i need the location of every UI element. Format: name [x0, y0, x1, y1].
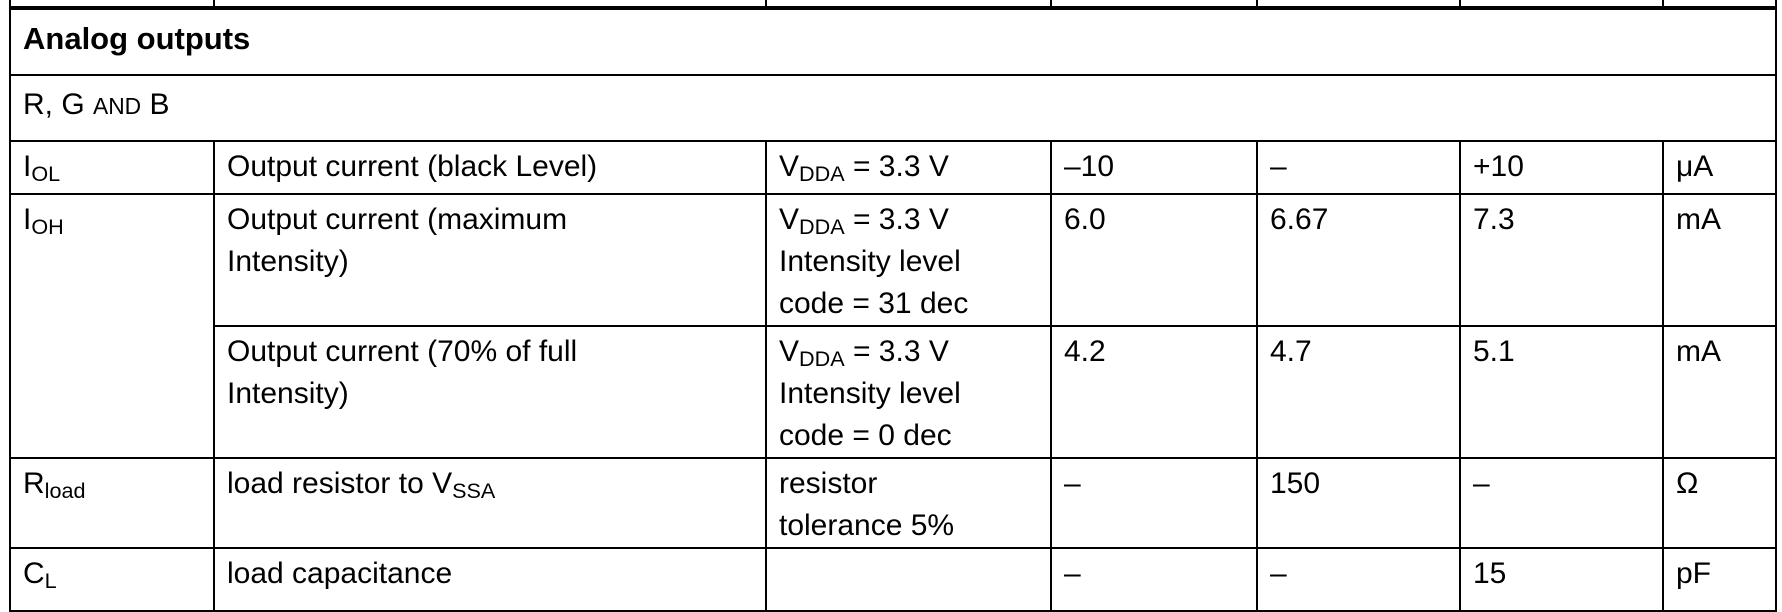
table-row-cl: CL load capacitance – – 15 pF: [9, 547, 1777, 612]
prev-cell-conditions: [765, 0, 1052, 10]
table-row-section-header: Analog outputs: [9, 7, 1777, 76]
parameter-cell: load capacitance: [213, 547, 767, 612]
parameter-cell: Output current (black Level): [213, 140, 767, 195]
unit-cell: μA: [1662, 140, 1777, 195]
parameter-cell: Output current (70% of full Intensity): [213, 325, 767, 459]
typ-cell: 6.67: [1256, 193, 1461, 327]
max-cell: +10: [1459, 140, 1664, 195]
min-cell: –10: [1050, 140, 1258, 195]
prev-cell-typ: [1256, 0, 1461, 10]
table-row-rload: Rload load resistor to VSSA resistor tole…: [9, 457, 1777, 549]
min-cell: –: [1050, 457, 1258, 549]
table-row-subsection: R, G AND B: [9, 74, 1777, 142]
parameter-cell: load resistor to VSSA: [213, 457, 767, 549]
unit-cell: mA: [1662, 325, 1777, 459]
conditions-cell: VDDA = 3.3 V Intensity level code = 0 dec: [765, 325, 1052, 459]
typ-cell: –: [1256, 140, 1461, 195]
table-row-previous-cutoff: [9, 0, 1777, 10]
symbol-cell: IOH: [9, 193, 215, 459]
typ-cell: –: [1256, 547, 1461, 612]
unit-cell: mA: [1662, 193, 1777, 327]
typ-cell: 4.7: [1256, 325, 1461, 459]
max-cell: 15: [1459, 547, 1664, 612]
conditions-cell: [765, 547, 1052, 612]
max-cell: 7.3: [1459, 193, 1664, 327]
max-cell: 5.1: [1459, 325, 1664, 459]
conditions-cell: resistor tolerance 5%: [765, 457, 1052, 549]
conditions-cell: VDDA = 3.3 V Intensity level code = 31 dec: [765, 193, 1052, 327]
prev-cell-unit: [1662, 0, 1777, 10]
max-cell: –: [1459, 457, 1664, 549]
unit-cell: Ω: [1662, 457, 1777, 549]
prev-cell-min: [1050, 0, 1258, 10]
symbol-cell: CL: [9, 547, 215, 612]
symbol-cell: Rload: [9, 457, 215, 549]
typ-cell: 150: [1256, 457, 1461, 549]
prev-cell-max: [1459, 0, 1664, 10]
unit-cell: pF: [1662, 547, 1777, 612]
table-row-ioh-70-percent: Output current (70% of full Intensity) VD…: [10, 325, 1777, 459]
parameter-cell: Output current (maximum Intensity): [213, 193, 767, 327]
symbol-cell: IOL: [9, 140, 215, 195]
table-row-iol: IOL Output current (black Level) VDDA = …: [9, 140, 1777, 195]
conditions-cell: VDDA = 3.3 V: [765, 140, 1052, 195]
min-cell: 4.2: [1050, 325, 1258, 459]
subsection-label: R, G AND B: [9, 74, 1777, 142]
section-title: Analog outputs: [9, 7, 1777, 76]
min-cell: 6.0: [1050, 193, 1258, 327]
characteristics-table: Analog outputs R, G AND B IOL Output cur…: [9, 0, 1777, 612]
prev-cell-symbol: [9, 0, 215, 10]
min-cell: –: [1050, 547, 1258, 612]
prev-cell-parameter: [213, 0, 767, 10]
table-row-ioh-max-intensity: IOH Output current (maximum Intensity) VD…: [9, 193, 1777, 459]
